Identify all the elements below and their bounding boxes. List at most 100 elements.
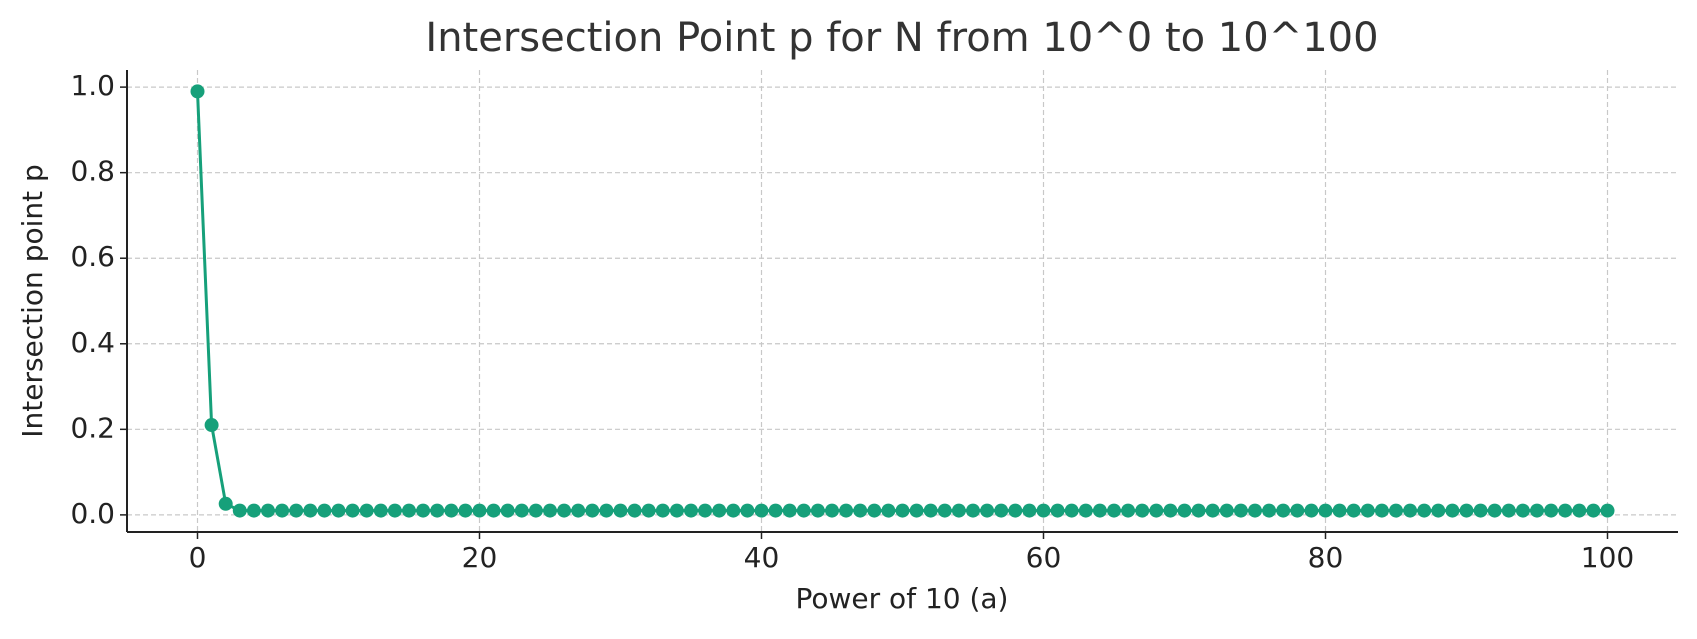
data-point <box>867 503 882 518</box>
data-point <box>359 503 374 518</box>
data-point <box>1191 503 1206 518</box>
data-point <box>994 503 1009 518</box>
data-point <box>232 503 247 518</box>
data-point <box>825 503 839 518</box>
data-point <box>1600 503 1615 518</box>
data-point <box>1389 503 1403 518</box>
data-point <box>627 503 642 518</box>
data-point <box>317 503 332 518</box>
data-point <box>444 503 459 518</box>
data-point <box>1459 503 1474 518</box>
data-point <box>1374 503 1389 518</box>
data-point <box>895 503 910 518</box>
data-point <box>387 503 402 518</box>
x-tick-label: 40 <box>744 541 780 574</box>
x-tick-label: 80 <box>1308 541 1344 574</box>
data-point <box>246 503 261 518</box>
data-point <box>684 503 698 518</box>
data-point <box>641 503 656 518</box>
data-point <box>1135 503 1150 518</box>
x-tick-label: 20 <box>462 541 498 574</box>
data-point <box>1558 503 1573 518</box>
data-point <box>599 503 614 518</box>
data-point <box>345 503 360 518</box>
data-point <box>1050 503 1065 518</box>
data-point <box>1572 503 1587 518</box>
y-tick-label: 0.8 <box>70 155 115 188</box>
data-point <box>923 503 938 518</box>
data-point <box>881 503 896 518</box>
x-axis-label: Power of 10 (a) <box>796 582 1009 615</box>
data-point <box>289 503 304 518</box>
data-point <box>951 503 966 518</box>
data-point <box>416 503 431 518</box>
data-point <box>768 503 783 518</box>
data-point <box>1008 503 1023 518</box>
data-point <box>1022 503 1037 518</box>
data-point <box>571 503 586 518</box>
data-point <box>543 503 557 518</box>
y-tick-label: 0.6 <box>70 240 115 273</box>
data-point <box>486 503 501 518</box>
y-tick-label: 0.2 <box>70 411 115 444</box>
data-point <box>373 503 388 518</box>
data-point <box>1501 503 1516 518</box>
data-point <box>204 418 219 433</box>
y-axis-label: Intersection point p <box>16 164 49 438</box>
data-point <box>1276 503 1291 518</box>
data-point <box>1149 503 1164 518</box>
data-point <box>1092 503 1107 518</box>
data-point <box>1121 503 1136 518</box>
data-point <box>1332 503 1347 518</box>
data-point <box>1290 503 1305 518</box>
data-point <box>1248 503 1262 518</box>
data-point <box>528 503 543 518</box>
data-point <box>261 503 275 518</box>
data-point <box>1304 503 1319 518</box>
data-point <box>698 503 713 518</box>
data-point <box>966 503 980 518</box>
data-point <box>557 503 572 518</box>
data-point <box>1318 503 1333 518</box>
x-tick-label: 100 <box>1581 541 1634 574</box>
data-point <box>430 503 445 518</box>
data-point <box>796 503 811 518</box>
data-point <box>740 503 755 518</box>
data-point <box>1403 503 1418 518</box>
data-point <box>1078 503 1093 518</box>
data-point <box>669 503 684 518</box>
x-tick-label: 60 <box>1026 541 1062 574</box>
chart-title: Intersection Point p for N from 10^0 to … <box>425 15 1378 61</box>
data-point <box>1544 503 1559 518</box>
data-point <box>1262 503 1277 518</box>
data-point <box>190 84 205 99</box>
data-point <box>218 496 233 511</box>
y-tick-label: 0.4 <box>70 326 115 359</box>
data-point <box>1163 503 1178 518</box>
data-point <box>1233 503 1248 518</box>
data-point <box>1417 503 1432 518</box>
data-point <box>303 503 318 518</box>
y-tick-label: 0.0 <box>70 497 115 530</box>
data-point <box>726 503 741 518</box>
data-point <box>1445 503 1460 518</box>
data-point <box>754 503 769 518</box>
x-tick-label: 0 <box>189 541 207 574</box>
data-point <box>1177 503 1192 518</box>
data-point <box>980 503 995 518</box>
data-point <box>1530 503 1544 518</box>
data-point <box>1431 503 1446 518</box>
data-point <box>1487 503 1502 518</box>
data-point <box>655 503 670 518</box>
data-point <box>1107 503 1121 518</box>
data-point <box>712 503 727 518</box>
data-point <box>472 503 487 518</box>
data-point <box>1205 503 1220 518</box>
data-point <box>1473 503 1488 518</box>
data-point <box>585 503 600 518</box>
data-point <box>1064 503 1079 518</box>
data-point <box>613 503 628 518</box>
data-point <box>1346 503 1361 518</box>
